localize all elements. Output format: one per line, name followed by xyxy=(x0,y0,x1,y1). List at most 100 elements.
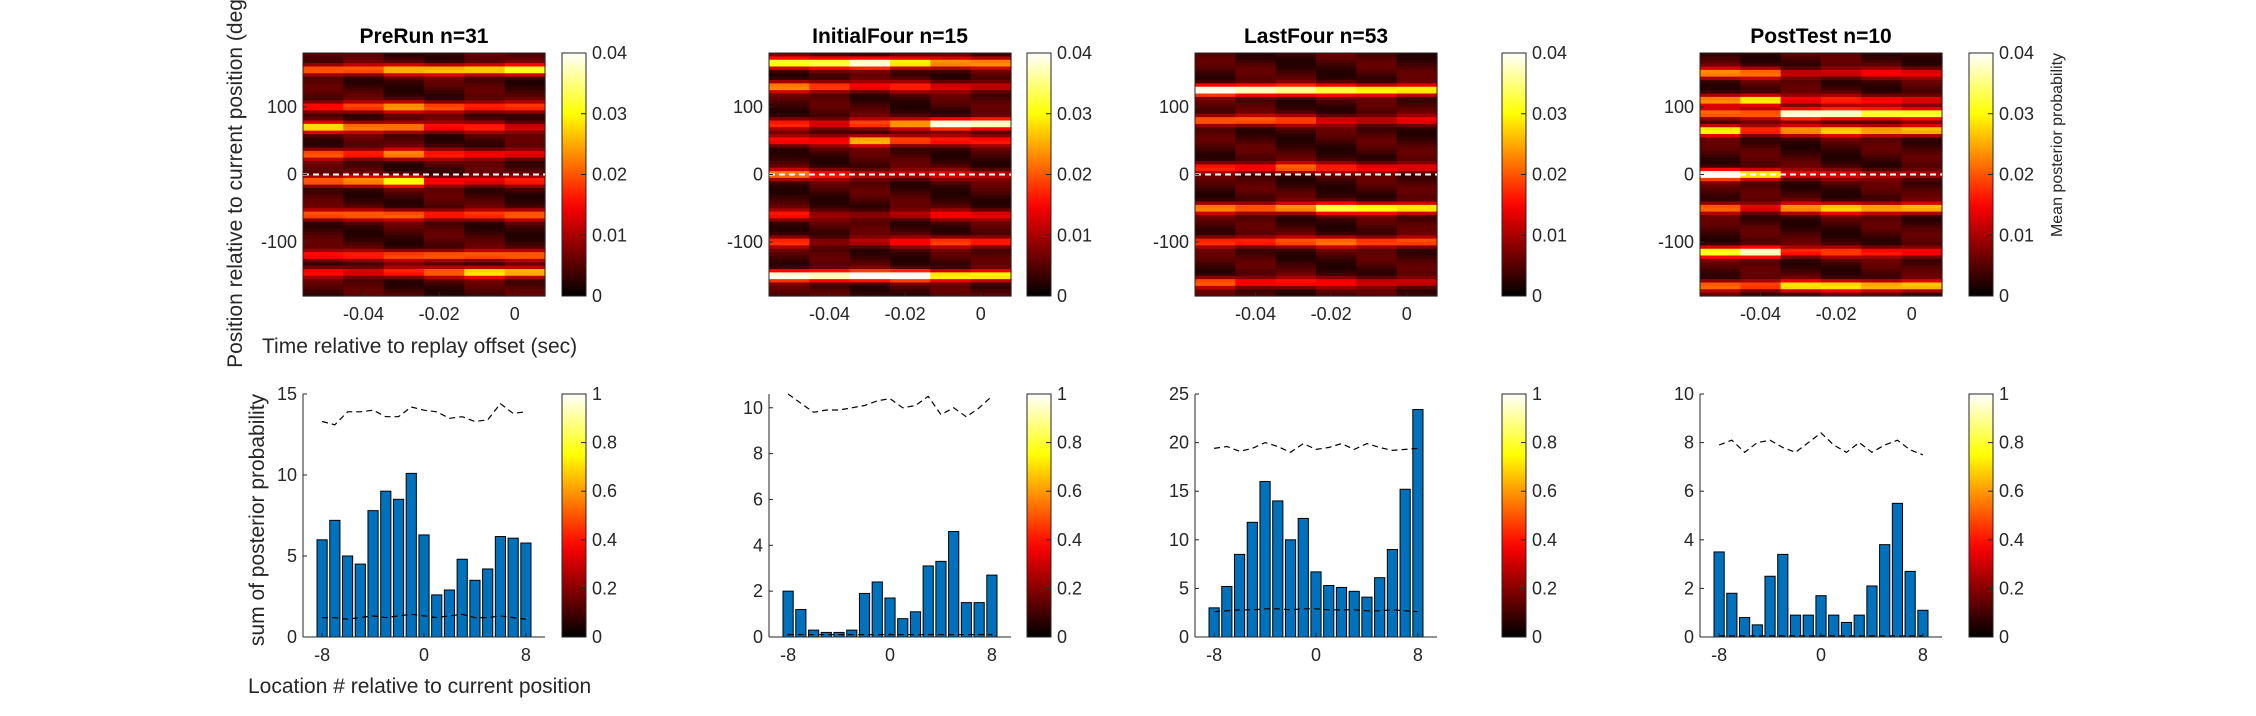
heatmap-1-cell xyxy=(504,73,546,78)
heatmap-4-cell xyxy=(1821,245,1862,250)
heatmap-2-cell xyxy=(849,188,891,192)
heatmap-2-cell xyxy=(970,174,1012,179)
heatmap-3-cell xyxy=(1275,164,1317,169)
heatmap-3-cell xyxy=(1396,225,1438,230)
heatmap-2-cell xyxy=(970,90,1012,95)
heatmap-2-cell xyxy=(809,63,851,68)
heatmap-2-cell xyxy=(769,83,810,88)
heatmap-3-cell xyxy=(1235,191,1277,196)
heatmap-3-cell xyxy=(1235,262,1277,267)
heatmap-3-cell xyxy=(1235,137,1277,142)
heatmap-4-cell xyxy=(1780,228,1822,233)
heatmap-3-cell xyxy=(1195,245,1236,250)
heatmap-1-cell xyxy=(504,93,546,98)
heatmap-1-cell xyxy=(343,161,385,165)
heatmap-2-cell xyxy=(890,83,931,88)
heatmap-1-cell xyxy=(383,231,425,236)
heatmap-1-cell xyxy=(343,248,385,253)
heatmap-3-y-tick-label: 0 xyxy=(1179,165,1189,185)
heatmap-3-cell xyxy=(1316,113,1357,118)
heatmap-2-cell xyxy=(890,161,931,165)
heatmap-4-cell xyxy=(1901,275,1943,280)
bar-chart-4-colorbar-tick-label: 0.8 xyxy=(1999,433,2024,453)
bar-chart-1-y-tick-label: 15 xyxy=(277,384,297,404)
heatmap-2-x-tick-label: -0.02 xyxy=(885,304,926,324)
heatmap-1-cell xyxy=(504,231,546,236)
bar-chart-3-bar xyxy=(1221,585,1233,638)
heatmap-2-cell xyxy=(930,279,972,284)
heatmap-2-cell xyxy=(809,204,851,209)
heatmap-2-cell xyxy=(809,289,851,294)
bar-chart-3-y-tick-label: 15 xyxy=(1169,481,1189,501)
heatmap-3-cell xyxy=(1235,198,1277,203)
heatmap-2-cell xyxy=(930,80,972,84)
heatmap-4-cell xyxy=(1821,117,1862,122)
heatmap-4-cell xyxy=(1700,194,1741,199)
heatmap-1-cell xyxy=(383,275,425,280)
heatmap-3-cell xyxy=(1356,93,1398,98)
heatmap-4-cell xyxy=(1740,161,1782,165)
heatmap-4-cell xyxy=(1821,262,1862,267)
heatmap-4-cell xyxy=(1821,218,1862,223)
heatmap-4-cell xyxy=(1821,188,1862,192)
heatmap-2-cell xyxy=(890,198,931,203)
bar-chart-2-y-tick-label: 0 xyxy=(753,627,763,647)
bar-chart-3-colorbar-tick-label: 0.8 xyxy=(1532,433,1557,453)
heatmap-2-cell xyxy=(809,144,851,149)
heatmap-1-cell xyxy=(303,86,344,91)
heatmap-2-cell xyxy=(930,198,972,203)
heatmap-4-cell xyxy=(1901,63,1943,68)
heatmap-4-cell xyxy=(1700,198,1741,203)
heatmap-3-cell xyxy=(1275,100,1317,105)
heatmap-1-cell xyxy=(383,292,425,297)
heatmap-3-cell xyxy=(1396,93,1438,98)
heatmap-1-cell xyxy=(343,93,385,98)
heatmap-1-cell xyxy=(504,157,546,162)
heatmap-4-cell xyxy=(1740,228,1782,233)
heatmap-1-cell xyxy=(504,120,546,125)
heatmap-1-cell xyxy=(464,211,506,216)
heatmap-2-cell xyxy=(849,137,891,142)
heatmap-1-cell xyxy=(424,198,465,203)
heatmap-4-cell xyxy=(1740,191,1782,196)
heatmap-4-cell xyxy=(1700,140,1741,145)
heatmap-4-cell xyxy=(1780,221,1822,226)
heatmap-4-cell xyxy=(1901,228,1943,233)
heatmap-1-x-tick-label: 0 xyxy=(510,304,520,324)
heatmap-2-cell xyxy=(930,83,972,88)
heatmap-1-cell xyxy=(504,56,546,61)
heatmap-2-cell xyxy=(930,262,972,267)
heatmap-3-cell xyxy=(1396,174,1438,179)
heatmap-1-cell xyxy=(383,120,425,125)
heatmap-2-cell xyxy=(970,215,1012,219)
heatmap-3-cell xyxy=(1316,238,1357,243)
heatmap-2-cell xyxy=(970,191,1012,196)
heatmap-3-cell xyxy=(1195,86,1236,91)
heatmap-3-cell xyxy=(1356,127,1398,132)
heatmap-2-cell xyxy=(970,252,1012,257)
heatmap-1-cell xyxy=(464,103,506,108)
heatmap-3-cell xyxy=(1275,265,1317,270)
heatmap-1-cell xyxy=(343,289,385,294)
heatmap-2-cell xyxy=(890,90,931,95)
heatmap-4-cell xyxy=(1780,140,1822,145)
heatmap-1-cell xyxy=(343,140,385,145)
heatmap-4-cell xyxy=(1740,171,1782,176)
heatmap-2-cell xyxy=(849,171,891,176)
heatmap-4-cell xyxy=(1740,275,1782,280)
heatmap-2-cell xyxy=(809,96,851,101)
heatmap-1-cell xyxy=(504,242,546,246)
heatmap-3-cell xyxy=(1195,252,1236,257)
heatmap-2-cell xyxy=(849,265,891,270)
heatmap-3-cell xyxy=(1195,235,1236,240)
heatmap-1-cell xyxy=(424,80,465,84)
heatmap-2-cell xyxy=(970,208,1012,213)
heatmap-1-cell xyxy=(504,262,546,267)
heatmap-2-cell xyxy=(930,59,972,64)
heatmap-1-cell xyxy=(504,144,546,149)
bar-chart-4-colorbar: 00.20.40.60.81 xyxy=(1968,384,2024,647)
bar-chart-1-colorbar-tick-label: 0 xyxy=(592,627,602,647)
heatmap-1-cell xyxy=(464,130,506,135)
heatmap-1-cell xyxy=(383,127,425,132)
heatmap-3-cell xyxy=(1396,248,1438,253)
